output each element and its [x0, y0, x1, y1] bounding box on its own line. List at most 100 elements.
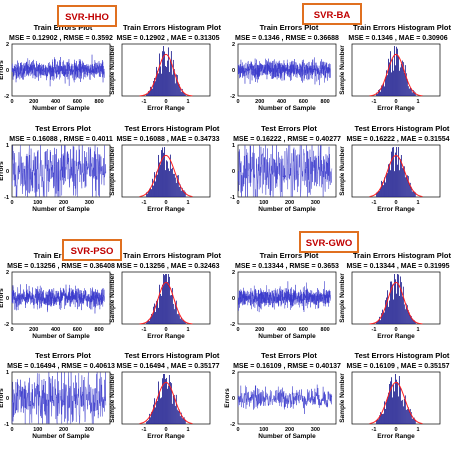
x-axis-label: Number of Sample: [32, 206, 90, 213]
y-axis-label: Errors: [0, 60, 5, 80]
histogram-bar: [398, 376, 400, 424]
histogram-bar: [183, 93, 185, 96]
histogram-bar: [184, 419, 186, 424]
panel-stats: MSE = 0.1346 , MAE = 0.30906: [348, 35, 447, 42]
histogram-bar: [393, 299, 394, 324]
histogram-bar: [166, 274, 167, 324]
histogram-bar: [396, 147, 397, 197]
x-axis-label: Number of Sample: [32, 105, 90, 112]
y-axis-label: Sample Number: [339, 146, 346, 196]
histogram-bar: [158, 154, 159, 197]
histogram-bar: [390, 51, 391, 96]
histogram-bar: [148, 319, 150, 324]
x-tick-label: 400: [51, 99, 60, 105]
histogram-bar: [149, 413, 151, 424]
histogram-bar: [163, 374, 164, 424]
normal-fit-curve: [369, 53, 423, 97]
histogram-bar: [152, 178, 153, 197]
histogram-bar: [153, 404, 154, 424]
histogram-bar: [410, 315, 412, 324]
histogram-bar: [413, 320, 415, 324]
histogram-bar: [407, 176, 409, 197]
histogram-bar: [150, 86, 151, 96]
histogram-bar: [389, 300, 390, 324]
histogram-bar: [394, 274, 395, 324]
histogram-bar: [179, 88, 181, 96]
y-axis-label: Errors: [0, 288, 5, 308]
histogram-bar: [148, 420, 150, 424]
histogram-bar: [148, 191, 150, 197]
histogram-bar: [152, 411, 153, 424]
panel-title: Train Errors Plot: [260, 23, 319, 32]
histogram-bar: [376, 192, 378, 197]
histogram-bar: [156, 171, 157, 197]
histogram-bar: [382, 309, 383, 324]
x-tick-label: 1: [186, 99, 189, 105]
histogram-bar: [146, 421, 148, 424]
histogram-bar: [157, 70, 158, 96]
histogram-bar: [176, 409, 178, 424]
histogram-bar: [413, 91, 415, 96]
x-tick-label: 600: [73, 327, 82, 333]
histogram-bar: [380, 320, 381, 324]
histogram-bar: [165, 170, 166, 197]
histogram-bar: [169, 295, 171, 324]
normal-fit-curve: [139, 381, 193, 425]
histogram-bar: [404, 177, 406, 197]
histogram-bar: [381, 313, 382, 324]
histogram-bar: [391, 72, 392, 96]
normal-fit-curve: [139, 154, 193, 198]
histogram-bar: [154, 172, 155, 197]
x-tick-label: -1: [372, 200, 377, 206]
y-tick-label: 0: [6, 68, 9, 74]
panel-title: Test Errors Plot: [261, 124, 317, 133]
normal-fit-curve: [369, 381, 423, 425]
histogram-bar: [160, 164, 161, 197]
histogram-bar: [404, 395, 406, 424]
histogram-bar: [167, 385, 169, 424]
y-axis-label: Sample Number: [339, 45, 346, 95]
y-axis-label: Sample Number: [109, 45, 116, 95]
histogram-bar: [399, 67, 401, 96]
histogram-bar: [153, 81, 154, 96]
histogram-bar: [168, 171, 170, 197]
histogram-bar: [154, 398, 155, 424]
histogram-bar: [166, 160, 167, 197]
histogram-bar: [164, 275, 165, 324]
histogram-bar: [412, 418, 414, 424]
method-badge-label: SVR-BA: [314, 10, 351, 21]
histogram-bar: [378, 89, 380, 96]
error-series-line: [11, 145, 107, 197]
histogram-bar: [387, 397, 388, 424]
histogram-bar: [398, 295, 400, 324]
histogram-bar: [392, 397, 393, 424]
histogram-bar: [412, 191, 414, 197]
histogram-bar: [408, 410, 410, 424]
histogram-bar: [401, 296, 403, 324]
x-tick-label: 0: [10, 200, 13, 206]
panel-title: Train Errors Histogram Plot: [123, 23, 221, 32]
panel-title: Test Errors Histogram Plot: [355, 351, 450, 360]
histogram-bar: [171, 74, 173, 96]
x-tick-label: -1: [372, 427, 377, 433]
histogram-bar: [377, 191, 379, 197]
histogram-bar: [409, 182, 411, 197]
histogram-bar: [165, 274, 166, 324]
histogram-bar: [146, 94, 148, 96]
histogram-bar: [401, 60, 403, 96]
histogram-bar: [181, 187, 183, 197]
histogram-bar: [386, 401, 387, 424]
histogram-bar: [412, 90, 414, 96]
histogram-bar: [167, 274, 169, 324]
histogram-bar: [173, 395, 175, 424]
x-tick-label: 400: [277, 99, 286, 105]
histogram-bar: [406, 175, 408, 197]
histogram-bar: [166, 60, 168, 96]
histogram-bar: [413, 191, 415, 197]
histogram-bar: [402, 166, 404, 197]
histogram-bar: [155, 181, 156, 197]
method-badge-label: SVR-GWO: [306, 238, 352, 249]
histogram-bar: [183, 190, 185, 197]
y-tick-label: 0: [232, 396, 235, 402]
histogram-bar: [174, 177, 176, 197]
